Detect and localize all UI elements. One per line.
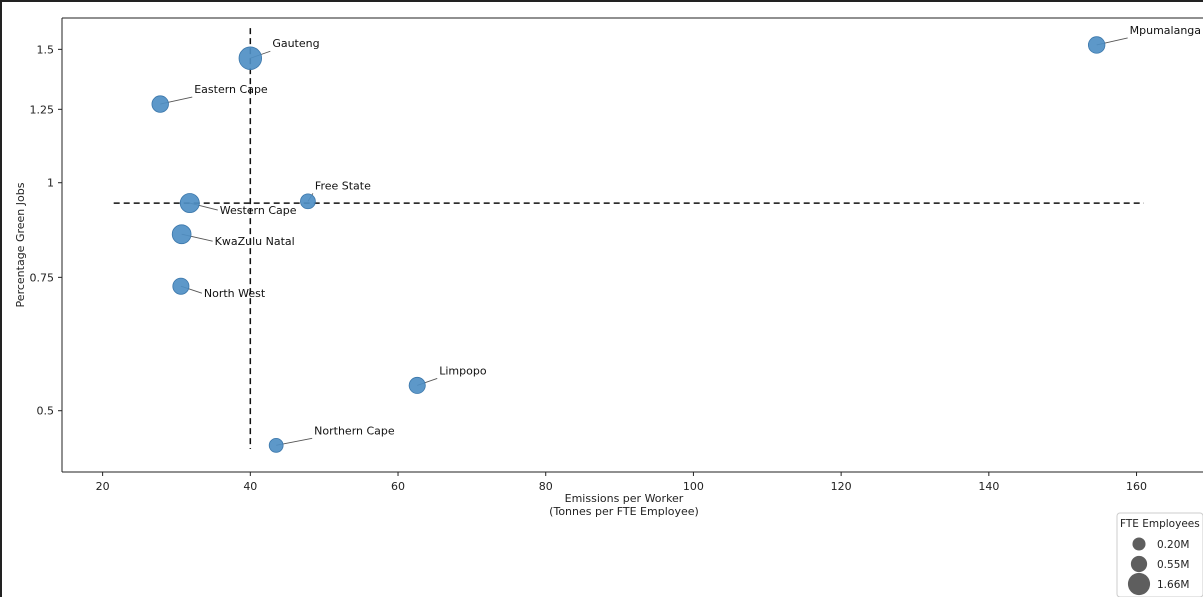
x-tick-label: 120 xyxy=(831,480,852,493)
x-tick-label: 80 xyxy=(539,480,553,493)
point-mpumalanga xyxy=(1087,36,1106,54)
point-north-west xyxy=(172,277,190,295)
point-label-northern-cape: Northern Cape xyxy=(314,424,395,437)
legend-marker xyxy=(1132,537,1146,551)
point-label-kwazulu-natal: KwaZulu Natal xyxy=(215,235,295,248)
point-label-mpumalanga: Mpumalanga xyxy=(1130,24,1201,37)
x-axis-label-units: (Tonnes per FTE Employee) xyxy=(549,505,699,518)
point-label-eastern-cape: Eastern Cape xyxy=(194,83,268,96)
x-tick-label: 160 xyxy=(1126,480,1147,493)
x-tick-label: 40 xyxy=(243,480,257,493)
plot-area xyxy=(113,28,1144,450)
legend-marker xyxy=(1127,572,1151,596)
y-axis-label: Percentage Green Jobs xyxy=(14,182,27,307)
point-label-free-state: Free State xyxy=(315,179,371,192)
data-points: Mpumalanga Gauteng Eastern Cape Free State W… xyxy=(151,24,1201,453)
y-tick-label: 1.5 xyxy=(37,43,55,56)
legend-title: FTE Employees xyxy=(1120,518,1200,530)
point-kwazulu-natal xyxy=(171,224,192,245)
x-axis-label: Emissions per Worker xyxy=(565,492,684,505)
y-tick-label: 1.25 xyxy=(30,103,55,116)
point-limpopo xyxy=(408,376,426,394)
point-northern-cape xyxy=(268,438,284,453)
point-label-gauteng: Gauteng xyxy=(272,37,319,50)
x-tick-label: 100 xyxy=(683,480,704,493)
x-tick-label: 20 xyxy=(96,480,110,493)
point-label-limpopo: Limpopo xyxy=(439,364,487,377)
legend-label: 1.66M xyxy=(1157,579,1189,591)
point-label-north-west: North West xyxy=(204,287,266,300)
y-tick-label: 0.75 xyxy=(30,271,55,284)
y-tick-label: 1 xyxy=(47,177,54,190)
axes: 20 40 60 80 100 120 140 160 0.5 0.75 1 1.25 1.5 Emiss… xyxy=(14,17,1203,518)
point-gauteng xyxy=(238,46,263,70)
point-western-cape xyxy=(179,193,200,214)
point-label-western-cape: Western Cape xyxy=(220,204,297,217)
point-eastern-cape xyxy=(151,95,169,113)
legend: FTE Employees 0.20M 0.55M 1.66M xyxy=(1116,512,1203,597)
x-tick-label: 140 xyxy=(978,480,999,493)
legend-label: 0.55M xyxy=(1157,559,1189,571)
legend-marker xyxy=(1130,555,1148,573)
point-free-state xyxy=(300,193,316,210)
y-tick-label: 0.5 xyxy=(37,405,55,418)
legend-label: 0.20M xyxy=(1157,539,1189,551)
x-tick-label: 60 xyxy=(391,480,405,493)
